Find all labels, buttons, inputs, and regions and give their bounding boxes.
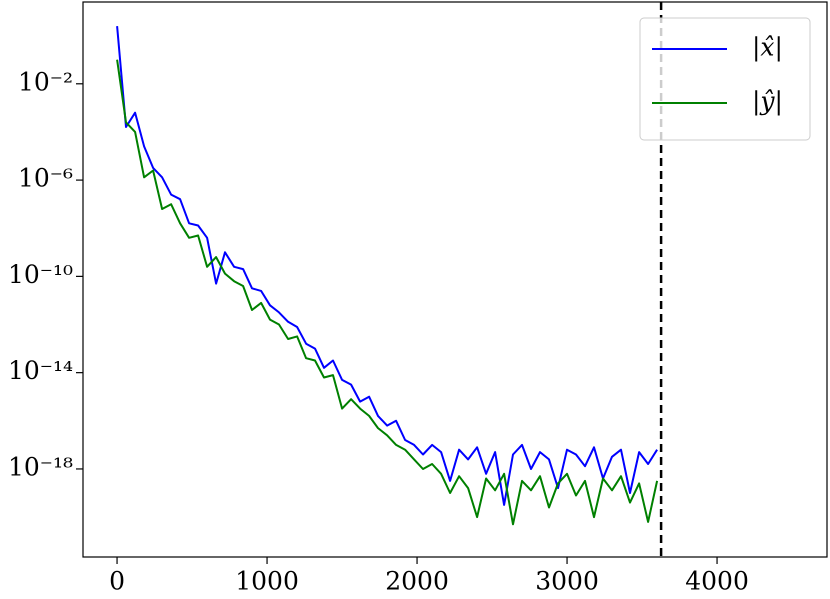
- y-tick-label: 10⁻¹⁸: [8, 452, 73, 481]
- y-tick-label: 10⁻¹⁴: [8, 356, 73, 385]
- legend-label: |ŷ|: [752, 87, 783, 117]
- x-tick-label: 4000: [685, 567, 749, 596]
- x-tick-label: 0: [109, 567, 125, 596]
- legend-box: [639, 17, 811, 141]
- plot-frame: [82, 1, 828, 558]
- y-tick-label: 10⁻¹⁰: [8, 260, 73, 289]
- y-tick-label: 10⁻²: [18, 67, 73, 96]
- x-tick-label: 1000: [235, 567, 299, 596]
- legend-label: |x̂|: [752, 33, 783, 63]
- x-tick-label: 3000: [535, 567, 599, 596]
- y-tick-label: 10⁻⁶: [18, 164, 73, 193]
- data-line: [116, 26, 658, 506]
- data-line: [116, 59, 659, 526]
- x-tick-label: 2000: [385, 567, 449, 596]
